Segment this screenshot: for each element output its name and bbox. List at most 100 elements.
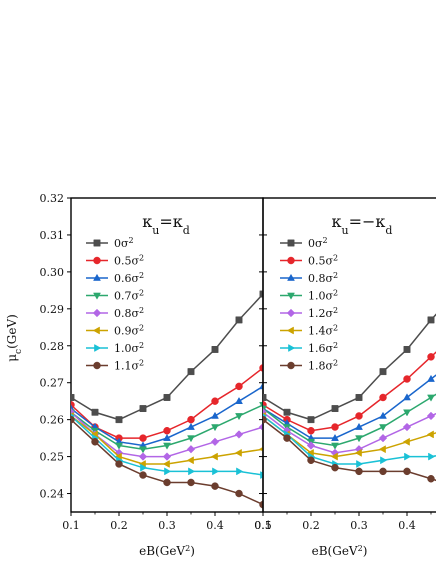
series-8: [263, 415, 436, 483]
data-point: [91, 408, 99, 416]
series-8: [71, 415, 263, 509]
data-point: [115, 416, 123, 424]
legend-marker: [93, 256, 101, 265]
data-point: [356, 460, 364, 468]
data-point: [211, 411, 219, 419]
data-point: [403, 346, 411, 353]
x-tick-label: 0.3: [158, 519, 176, 532]
legend-marker: [288, 344, 296, 352]
data-point: [428, 452, 436, 461]
data-point: [163, 433, 171, 441]
x-axis-label: eB(GeV2): [312, 544, 368, 559]
data-point: [186, 445, 196, 454]
data-point: [259, 500, 263, 509]
data-point: [115, 460, 123, 468]
legend-label: 0σ2: [114, 236, 134, 251]
y-tick-label: 0.26: [40, 414, 65, 427]
data-point: [379, 467, 387, 476]
legend-label: 1.8σ2: [308, 358, 338, 373]
data-point: [402, 422, 412, 432]
data-point: [331, 405, 339, 413]
series-1: [263, 313, 436, 424]
data-point: [138, 452, 148, 461]
x-tick-label: 0.4: [398, 519, 416, 532]
data-point: [211, 424, 219, 432]
legend-label: 0.5σ2: [308, 253, 338, 268]
legend-label: 1.2σ2: [308, 306, 338, 321]
data-point: [187, 368, 195, 376]
data-point: [212, 467, 220, 476]
data-point: [403, 393, 411, 401]
data-point: [263, 405, 267, 413]
y-tick-label: 0.32: [40, 192, 65, 205]
data-point: [235, 396, 243, 404]
legend-label: 1.0σ2: [114, 341, 144, 356]
data-point: [402, 437, 410, 446]
data-point: [236, 467, 244, 476]
data-point: [162, 452, 172, 461]
data-point: [91, 438, 99, 446]
legend-label: 1.1σ2: [114, 358, 144, 373]
data-point: [211, 397, 219, 405]
x-tick-label: 0.1: [62, 519, 80, 532]
data-point: [163, 442, 171, 450]
data-point: [331, 442, 339, 450]
data-point: [403, 467, 411, 476]
data-point: [403, 375, 411, 383]
legend-label: 0.9σ2: [114, 323, 144, 338]
y-tick-label: 0.25: [40, 451, 65, 464]
data-point: [307, 456, 315, 465]
plot-area: [71, 290, 263, 509]
data-point: [355, 394, 363, 401]
data-point: [283, 434, 291, 442]
y-axis-label: μc(GeV): [5, 314, 24, 362]
legend-marker: [93, 361, 101, 370]
legend-label: 1.0σ2: [308, 288, 338, 303]
data-point: [235, 489, 243, 498]
data-point: [307, 416, 315, 424]
y-tick-label: 0.31: [40, 229, 65, 242]
data-point: [210, 452, 218, 461]
data-point: [427, 316, 435, 324]
y-tick-label: 0.27: [40, 377, 65, 390]
data-point: [234, 448, 242, 457]
data-point: [427, 353, 435, 361]
x-tick-label: 0.5: [254, 519, 272, 532]
series-1: [71, 290, 263, 424]
chart-panels: 0.240.250.260.270.280.290.300.310.320.1 0…: [40, 192, 436, 558]
data-point: [427, 475, 435, 483]
data-point: [379, 368, 387, 376]
data-point: [331, 423, 339, 431]
data-point: [258, 422, 263, 432]
legend-label: 1.4σ2: [308, 323, 338, 338]
data-point: [380, 456, 388, 465]
data-point: [426, 411, 436, 421]
legend: 0σ2 0.5σ2 0.8σ2 1.0σ2 1.2σ2 1.4σ2 1.6σ2 1.8σ2: [280, 236, 338, 373]
legend-marker: [287, 256, 295, 265]
data-point: [163, 478, 171, 487]
legend-label: 0.6σ2: [114, 271, 144, 286]
legend-label: 0.5σ2: [114, 253, 144, 268]
data-point: [164, 467, 172, 476]
data-point: [378, 433, 388, 443]
data-point: [307, 426, 315, 435]
legend-marker: [93, 273, 101, 281]
data-point: [163, 426, 171, 435]
data-point: [235, 316, 243, 324]
legend-marker: [92, 326, 100, 335]
legend-marker: [287, 292, 295, 300]
legend-label: 0.7σ2: [114, 288, 144, 303]
data-point: [355, 422, 363, 430]
legend-marker: [93, 239, 101, 247]
legend-label: 0σ2: [308, 236, 328, 251]
data-point: [71, 394, 75, 401]
data-point: [259, 382, 263, 390]
legend-marker: [287, 239, 295, 247]
data-point: [330, 452, 338, 461]
data-point: [139, 471, 147, 479]
data-point: [139, 405, 147, 413]
data-point: [139, 446, 147, 454]
data-point: [71, 415, 75, 424]
